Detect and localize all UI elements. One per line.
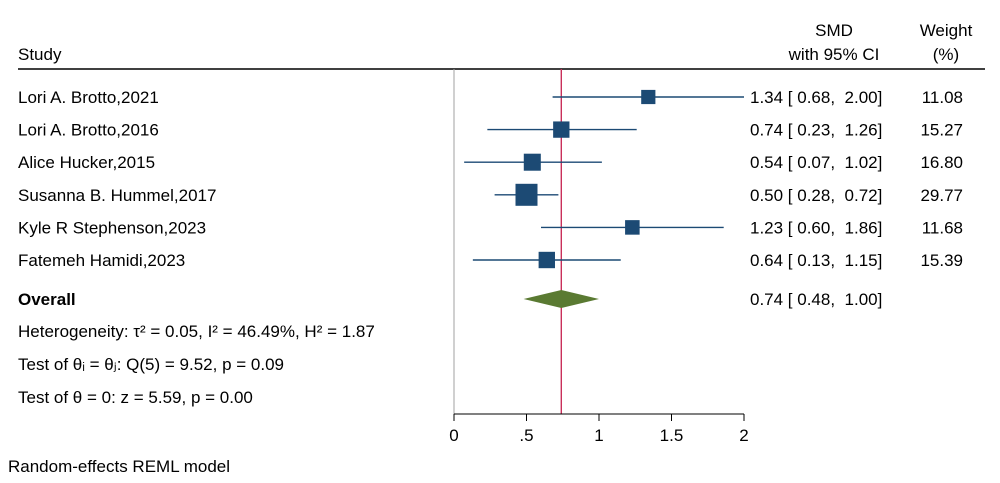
study-effect-marker (625, 220, 640, 235)
study-rows: Lori A. Brotto,2021 1.34 [ 0.68, 2.00] 11.… (18, 88, 963, 270)
header-smd-ci: with 95% CI (788, 45, 880, 64)
study-row: Kyle R Stephenson,2023 1.23 [ 0.60, 1.86]… (18, 218, 963, 237)
study-row: Fatemeh Hamidi,2023 0.64 [ 0.13, 1.15] 15.… (18, 251, 963, 270)
study-effect-marker (523, 153, 541, 171)
study-weight: 15.27 (920, 121, 963, 140)
study-ci-text: 0.74 [ 0.23, 1.26] (750, 121, 882, 140)
x-tick-label: 0 (449, 426, 458, 445)
x-tick-label: 1 (594, 426, 603, 445)
study-ci-text: 0.50 [ 0.28, 0.72] (750, 186, 882, 205)
test-zero-effect: Test of θ = 0: z = 5.59, p = 0.00 (18, 388, 253, 407)
study-ci-text: 1.34 [ 0.68, 2.00] (750, 88, 882, 107)
overall-diamond (523, 290, 599, 308)
x-tick-label: 2 (739, 426, 748, 445)
study-weight: 15.39 (920, 251, 963, 270)
study-name: Susanna B. Hummel,2017 (18, 186, 216, 205)
study-name: Kyle R Stephenson,2023 (18, 218, 206, 237)
test-equal-effects: Test of θᵢ = θⱼ: Q(5) = 9.52, p = 0.09 (18, 355, 284, 374)
study-row: Susanna B. Hummel,2017 0.50 [ 0.28, 0.72]… (18, 183, 963, 206)
study-row: Lori A. Brotto,2021 1.34 [ 0.68, 2.00] 11.… (18, 88, 963, 107)
header-weight-pct: (%) (933, 45, 959, 64)
study-ci-text: 1.23 [ 0.60, 1.86] (750, 218, 882, 237)
study-row: Lori A. Brotto,2016 0.74 [ 0.23, 1.26] 15.… (18, 121, 963, 140)
header-weight: Weight (920, 21, 973, 40)
x-tick-label: 1.5 (660, 426, 684, 445)
overall-ci-text: 0.74 [ 0.48, 1.00] (750, 290, 882, 309)
header-study: Study (18, 45, 62, 64)
study-name: Alice Hucker,2015 (18, 153, 155, 172)
model-note: Random-effects REML model (8, 457, 230, 476)
overall-label: Overall (18, 290, 76, 309)
study-weight: 11.68 (922, 218, 963, 237)
heterogeneity-stats: Heterogeneity: τ² = 0.05, I² = 46.49%, H… (18, 322, 375, 341)
study-name: Lori A. Brotto,2016 (18, 121, 159, 140)
study-row: Alice Hucker,2015 0.54 [ 0.07, 1.02] 16.80 (18, 153, 963, 172)
study-name: Fatemeh Hamidi,2023 (18, 251, 185, 270)
study-weight: 29.77 (920, 186, 963, 205)
study-effect-marker (553, 121, 570, 138)
study-effect-marker (641, 89, 656, 105)
study-weight: 11.08 (922, 88, 963, 107)
study-ci-text: 0.64 [ 0.13, 1.15] (750, 251, 882, 270)
study-effect-marker (538, 251, 555, 269)
x-tick-label: .5 (519, 426, 533, 445)
study-weight: 16.80 (920, 153, 963, 172)
study-ci-text: 0.54 [ 0.07, 1.02] (750, 153, 882, 172)
study-name: Lori A. Brotto,2021 (18, 88, 159, 107)
header-smd: SMD (815, 21, 853, 40)
study-effect-marker (515, 183, 538, 206)
x-ticks: 0 .5 1 1.5 2 (449, 414, 749, 445)
